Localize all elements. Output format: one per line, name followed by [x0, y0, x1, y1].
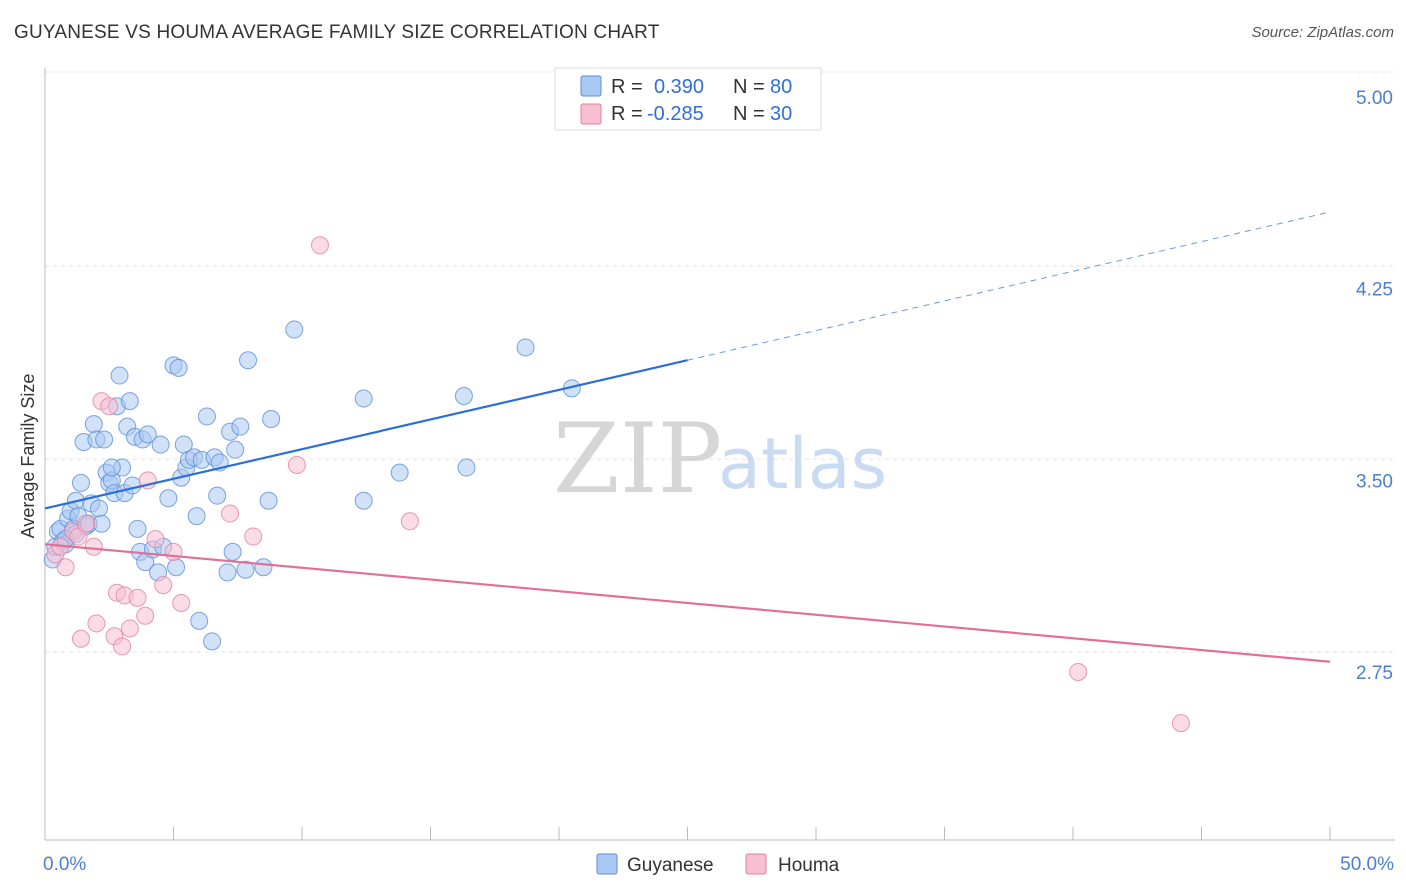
guyanese-point	[159, 489, 178, 508]
guyanese-point	[239, 351, 258, 370]
legend-swatch-guyanese	[580, 75, 602, 97]
guyanese-point	[84, 415, 103, 434]
guyanese-point	[167, 558, 186, 577]
guyanese-point	[203, 632, 222, 651]
trend-lines	[44, 211, 1331, 663]
legend-r-label: R =	[611, 103, 643, 125]
guyanese-point	[208, 486, 227, 505]
guyanese-point	[151, 435, 170, 454]
houma-point	[172, 594, 191, 612]
source-label: Source: ZipAtlas.com	[1251, 24, 1394, 41]
watermark-atlas: atlas	[718, 423, 887, 505]
bottom-legend-swatch-houma	[745, 853, 767, 875]
legend-n-value: 80	[770, 76, 792, 98]
guyanese-trend-line	[44, 359, 688, 510]
bottom-legend-guyanese: Guyanese	[627, 855, 714, 876]
x-tick-label-min: 0.0%	[43, 854, 86, 875]
guyanese-point	[259, 491, 278, 510]
houma-point	[400, 512, 419, 531]
guyanese-point	[187, 507, 206, 526]
guyanese-point	[457, 458, 476, 477]
guyanese-point	[262, 410, 281, 428]
houma-point	[87, 614, 106, 633]
guyanese-point	[226, 440, 245, 459]
guyanese-trend-extension	[687, 211, 1331, 361]
y-tick-label: 5.00	[1356, 88, 1393, 109]
guyanese-point	[89, 499, 108, 518]
watermark: ZIP atlas	[553, 403, 887, 515]
y-axis-label: Average Family Size	[18, 374, 38, 539]
houma-point	[100, 397, 119, 416]
guyanese-point	[218, 563, 237, 582]
guyanese-point	[138, 425, 157, 444]
guyanese-point	[390, 463, 409, 482]
guyanese-point	[354, 389, 373, 408]
houma-point	[146, 530, 165, 549]
x-tick-label-max: 50.0%	[1340, 854, 1394, 875]
guyanese-point	[120, 392, 139, 411]
guyanese-point	[197, 407, 216, 426]
houma-point	[221, 504, 240, 523]
houma-point	[128, 588, 147, 607]
houma-point	[120, 619, 139, 638]
houma-point	[113, 637, 132, 656]
houma-point	[1069, 663, 1088, 681]
houma-point	[1171, 714, 1190, 733]
houma-point	[310, 236, 329, 255]
guyanese-point	[110, 366, 129, 385]
legend-r-value: 0.390	[654, 76, 704, 98]
legend-r-label: R =	[611, 76, 643, 98]
houma-point	[56, 558, 75, 577]
guyanese-point	[516, 338, 535, 357]
legend: R = 0.390 N = 80 R = -0.285 N = 30	[554, 67, 822, 131]
legend-swatch-houma	[580, 103, 602, 125]
houma-point	[71, 629, 90, 648]
legend-n-value: 30	[770, 103, 792, 125]
guyanese-point	[223, 542, 242, 561]
bottom-legend: Guyanese Houma	[596, 853, 840, 876]
bottom-legend-houma: Houma	[778, 855, 840, 876]
chart-title: GUYANESE VS HOUMA AVERAGE FAMILY SIZE CO…	[14, 22, 660, 43]
watermark-zip: ZIP	[553, 403, 722, 515]
axes: 2.75 3.50 4.25 5.00	[44, 68, 1395, 841]
y-tick-label: 3.50	[1356, 471, 1393, 492]
houma-point	[154, 576, 173, 595]
houma-point	[244, 527, 263, 546]
guyanese-point	[95, 430, 114, 449]
guyanese-point	[231, 417, 250, 436]
guyanese-point	[92, 514, 111, 533]
houma-trend-line	[44, 543, 1331, 663]
guyanese-point	[254, 558, 273, 577]
guyanese-point	[71, 473, 90, 492]
guyanese-point	[236, 560, 255, 579]
legend-n-label: N =	[733, 103, 765, 125]
guyanese-point	[128, 519, 147, 538]
bottom-legend-swatch-guyanese	[596, 853, 618, 875]
legend-r-value: -0.285	[647, 103, 704, 125]
houma-point	[77, 514, 96, 533]
y-tick-label: 4.25	[1356, 280, 1393, 301]
houma-point	[287, 456, 306, 474]
houma-point	[84, 537, 103, 556]
houma-point	[136, 606, 155, 625]
y-tick-label: 2.75	[1356, 663, 1393, 684]
guyanese-point	[102, 458, 121, 477]
data-points	[43, 236, 1190, 733]
guyanese-point	[285, 320, 304, 339]
houma-point	[164, 542, 183, 561]
guyanese-point	[123, 476, 142, 495]
guyanese-point	[169, 358, 188, 377]
guyanese-point	[354, 491, 373, 510]
guyanese-point	[454, 387, 473, 405]
guyanese-point	[190, 611, 209, 630]
legend-n-label: N =	[733, 76, 765, 98]
